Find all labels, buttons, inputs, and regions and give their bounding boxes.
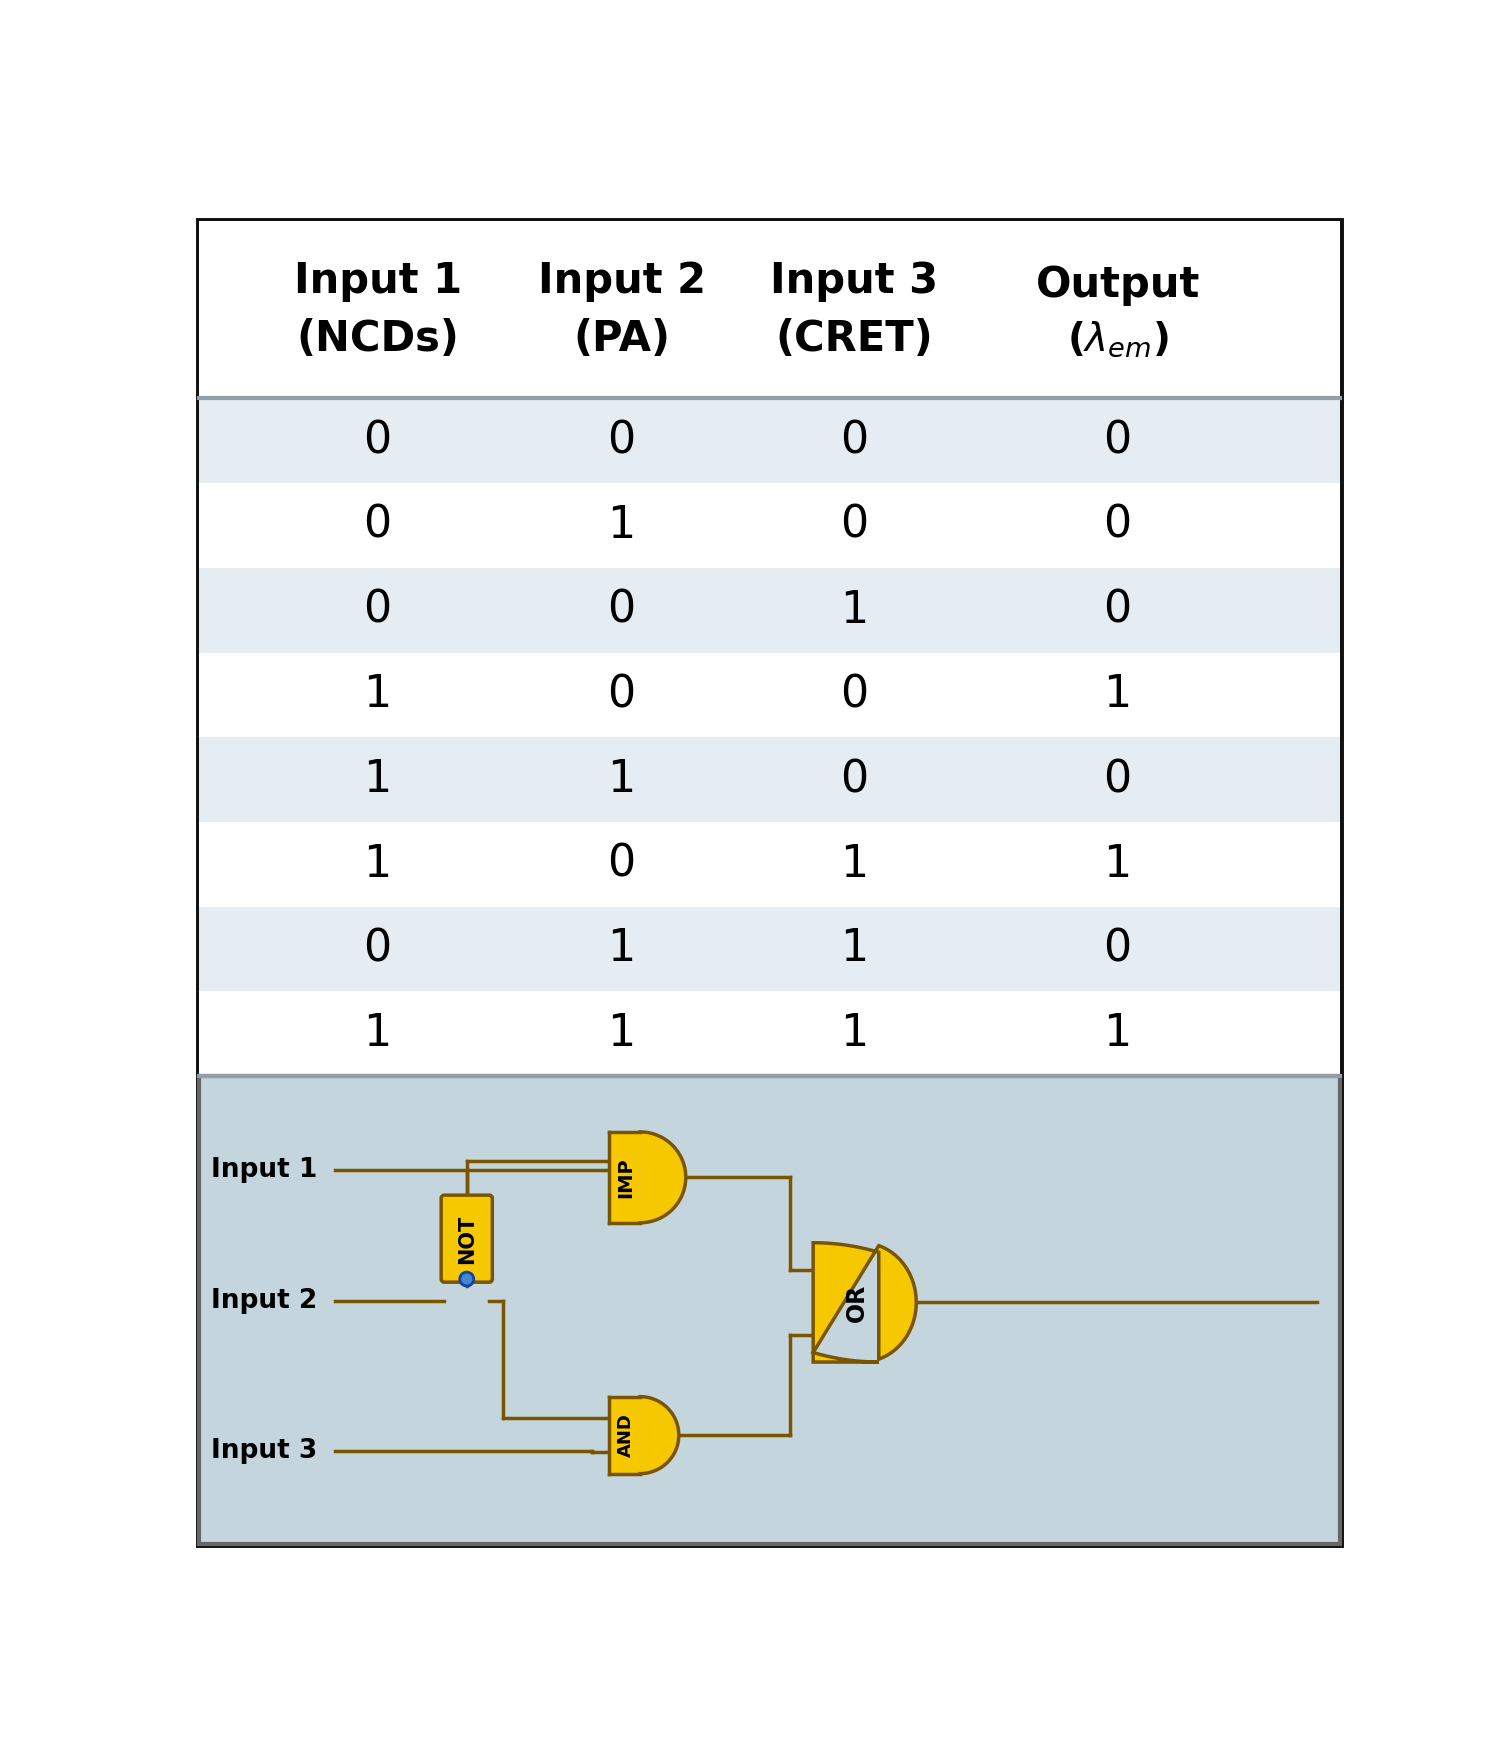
Bar bbox=[200, 222, 1340, 399]
Text: Input 1
(NCDs): Input 1 (NCDs) bbox=[293, 260, 461, 360]
Text: 1: 1 bbox=[608, 928, 635, 970]
Text: 0: 0 bbox=[840, 420, 868, 461]
Text: 1: 1 bbox=[840, 843, 868, 886]
Text: 1: 1 bbox=[840, 1012, 868, 1056]
Text: Input 3: Input 3 bbox=[210, 1437, 317, 1463]
Text: ($\lambda_{em}$): ($\lambda_{em}$) bbox=[1066, 320, 1169, 358]
Text: 0: 0 bbox=[1104, 420, 1133, 461]
Wedge shape bbox=[640, 1397, 679, 1474]
Text: Input 2
(PA): Input 2 (PA) bbox=[538, 260, 706, 360]
Text: 0: 0 bbox=[363, 420, 392, 461]
Text: 1: 1 bbox=[1104, 1012, 1133, 1056]
Text: 1: 1 bbox=[840, 928, 868, 970]
Text: 0: 0 bbox=[1104, 759, 1133, 801]
Text: 1: 1 bbox=[363, 843, 392, 886]
Text: 0: 0 bbox=[608, 673, 635, 717]
Bar bbox=[200, 652, 1340, 738]
Text: 1: 1 bbox=[608, 1012, 635, 1056]
Text: 1: 1 bbox=[840, 589, 868, 631]
Text: 1: 1 bbox=[608, 503, 635, 547]
Text: 0: 0 bbox=[608, 843, 635, 886]
Text: Output: Output bbox=[1035, 264, 1200, 306]
Text: 0: 0 bbox=[363, 503, 392, 547]
Text: IMP: IMP bbox=[617, 1157, 635, 1197]
Text: 1: 1 bbox=[363, 673, 392, 717]
Text: 0: 0 bbox=[363, 589, 392, 631]
Polygon shape bbox=[813, 1243, 916, 1362]
Bar bbox=[200, 822, 1340, 907]
Text: 0: 0 bbox=[363, 928, 392, 970]
Text: 1: 1 bbox=[608, 759, 635, 801]
Text: Input 3
(CRET): Input 3 (CRET) bbox=[771, 260, 939, 360]
Bar bbox=[200, 738, 1340, 822]
Bar bbox=[200, 991, 1340, 1077]
Text: 0: 0 bbox=[840, 759, 868, 801]
Bar bbox=[200, 907, 1340, 991]
Text: 1: 1 bbox=[363, 1012, 392, 1056]
Text: Input 1: Input 1 bbox=[210, 1157, 317, 1183]
Text: Input 2: Input 2 bbox=[210, 1288, 317, 1314]
Text: 1: 1 bbox=[1104, 843, 1133, 886]
Text: NOT: NOT bbox=[457, 1215, 476, 1264]
Text: 0: 0 bbox=[1104, 928, 1133, 970]
Circle shape bbox=[460, 1273, 473, 1287]
Text: AND: AND bbox=[617, 1412, 635, 1458]
Text: 0: 0 bbox=[840, 503, 868, 547]
Bar bbox=[610, 1397, 640, 1474]
FancyBboxPatch shape bbox=[442, 1196, 493, 1281]
Text: 0: 0 bbox=[608, 420, 635, 461]
Text: 0: 0 bbox=[1104, 503, 1133, 547]
Bar bbox=[610, 1133, 640, 1224]
Wedge shape bbox=[640, 1133, 686, 1224]
Text: 1: 1 bbox=[1104, 673, 1133, 717]
Bar bbox=[200, 399, 1340, 482]
Bar bbox=[200, 1077, 1340, 1543]
Bar bbox=[200, 482, 1340, 568]
Text: 0: 0 bbox=[1104, 589, 1133, 631]
Text: OR: OR bbox=[844, 1283, 868, 1321]
Text: 1: 1 bbox=[363, 759, 392, 801]
Text: 0: 0 bbox=[840, 673, 868, 717]
Bar bbox=[200, 568, 1340, 652]
Text: 0: 0 bbox=[608, 589, 635, 631]
